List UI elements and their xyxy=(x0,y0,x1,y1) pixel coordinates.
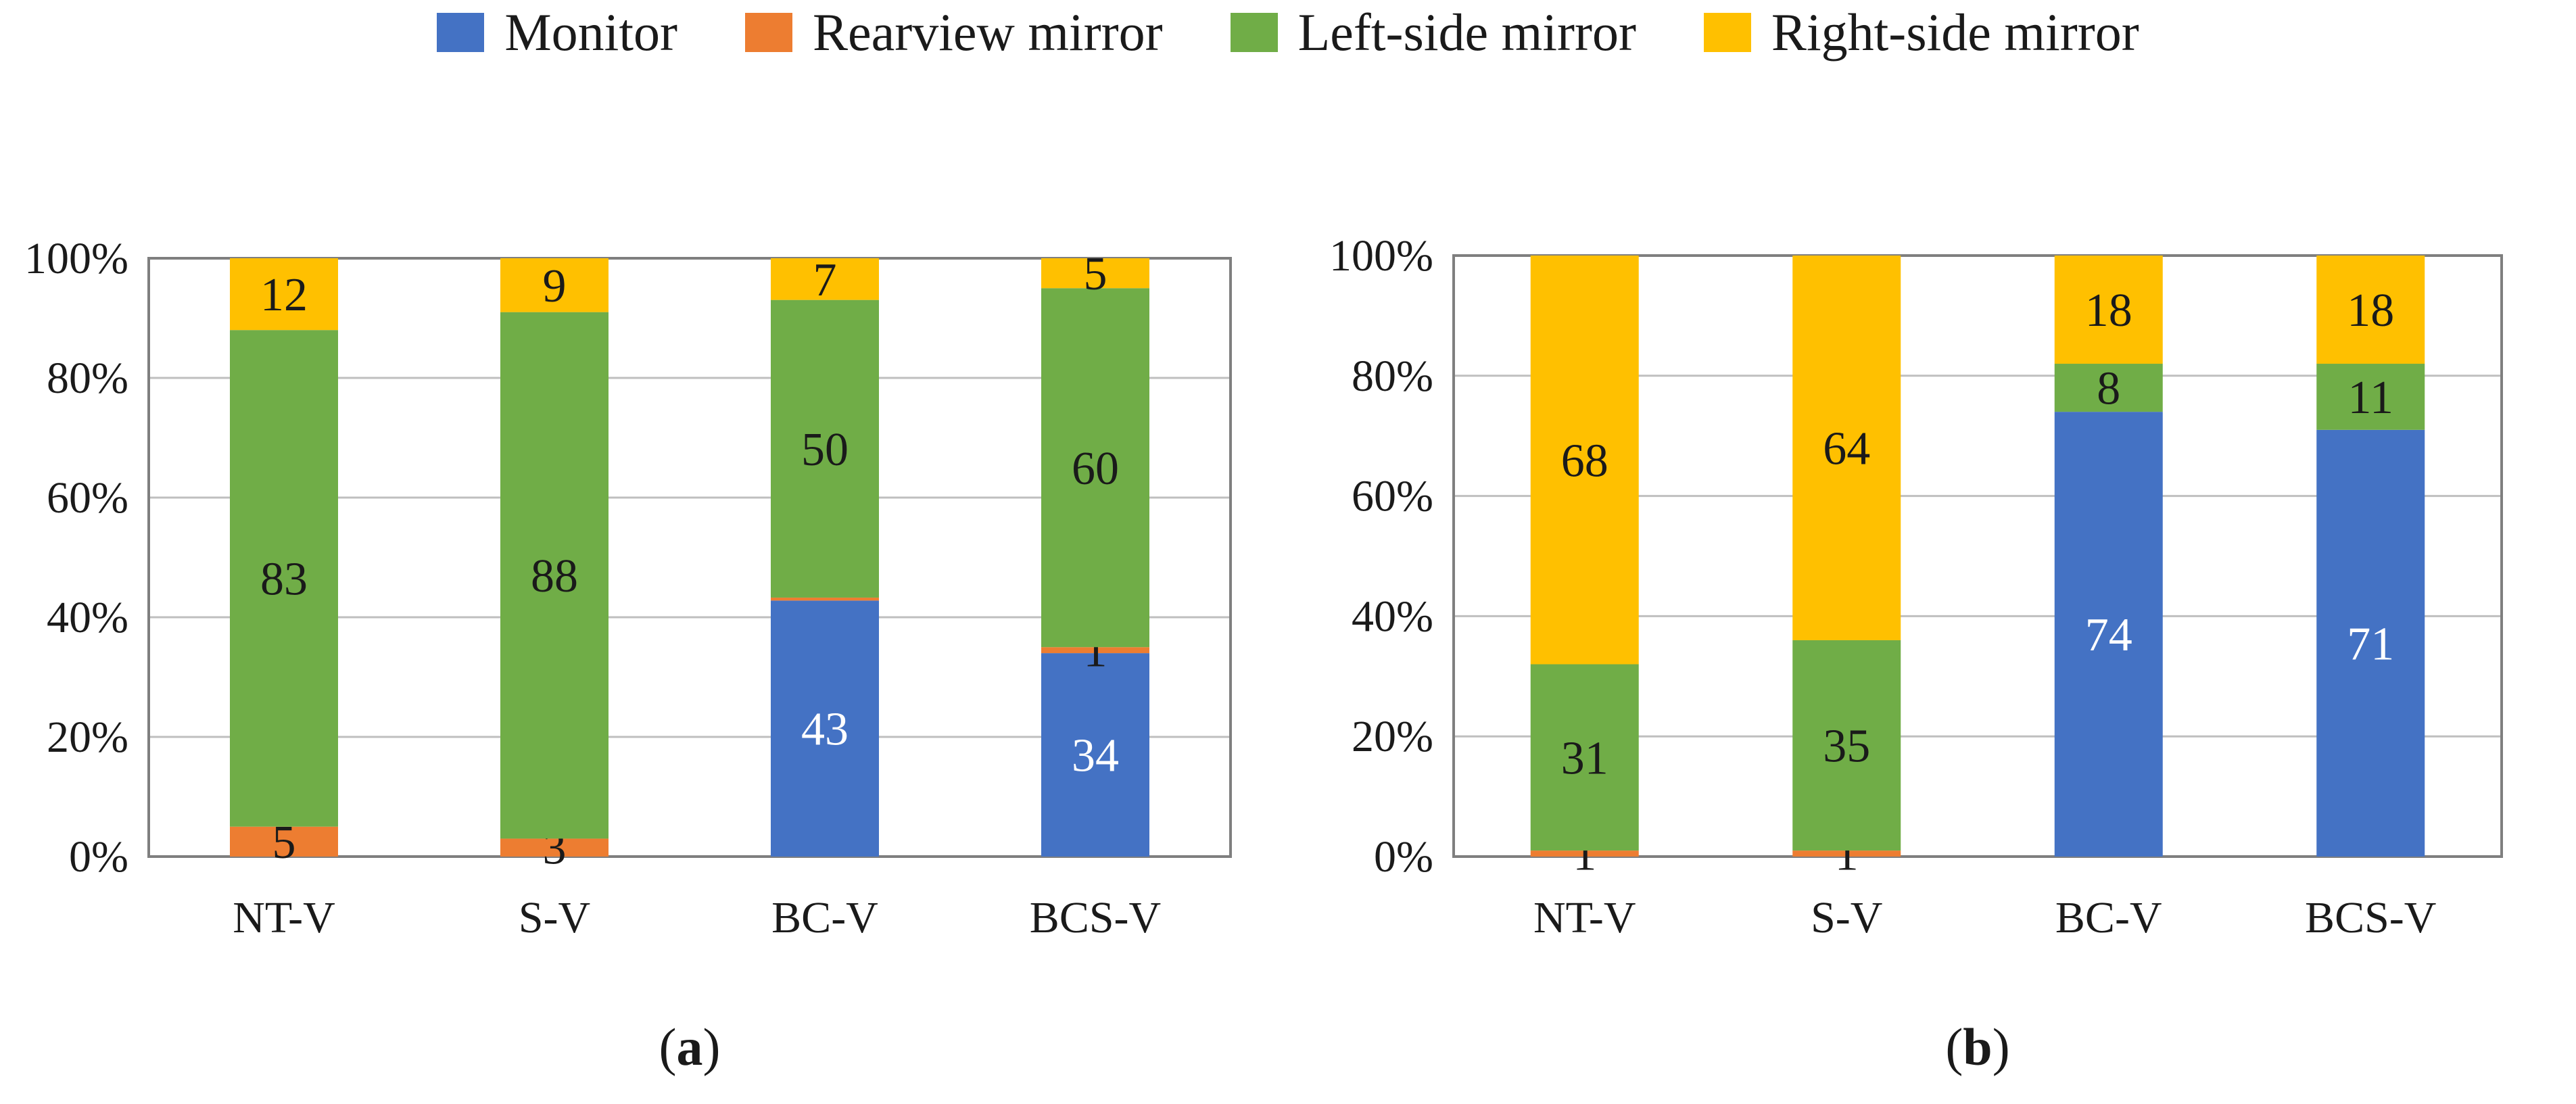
y-tick-label-a-4: 80% xyxy=(47,354,128,403)
data-label-a-bcs-v-monitor: 34 xyxy=(1072,730,1119,782)
data-label-a-nt-v-right-side-mirror: 12 xyxy=(260,269,308,321)
bar-b-bcs-v-left-side-mirror xyxy=(2316,364,2425,430)
plot-area-border-a xyxy=(147,257,1232,858)
data-label-b-bcs-v-monitor: 71 xyxy=(2347,618,2394,670)
y-tick-label-a-0: 0% xyxy=(69,832,128,882)
panel-label-b: (b) xyxy=(1945,1017,2009,1076)
data-label-b-s-v-left-side-mirror: 35 xyxy=(1823,721,1870,773)
bar-b-s-v-rearview-mirror xyxy=(1792,850,1901,857)
bar-a-bc-v-right-side-mirror xyxy=(771,258,879,300)
data-label-b-nt-v-right-side-mirror: 68 xyxy=(1561,435,1608,487)
legend-item-monitor: Monitor xyxy=(437,2,677,62)
bar-a-nt-v-left-side-mirror xyxy=(230,330,338,827)
bar-a-bcs-v-monitor xyxy=(1041,653,1149,857)
y-tick-label-b-1: 20% xyxy=(1352,712,1433,761)
x-tick-label-a-bcs-v: BCS-V xyxy=(1030,893,1161,942)
y-tick-label-a-2: 40% xyxy=(47,593,128,642)
legend-item-rearview-mirror: Rearview mirror xyxy=(744,2,1163,62)
data-label-a-s-v-left-side-mirror: 88 xyxy=(531,550,578,602)
x-tick-label-b-s-v: S-V xyxy=(1811,893,1882,942)
bar-b-s-v-right-side-mirror xyxy=(1792,256,1901,640)
legend-swatch-left-side-mirror xyxy=(1230,12,1278,52)
bar-b-nt-v-right-side-mirror xyxy=(1530,256,1639,665)
bar-a-bc-v-monitor xyxy=(771,600,879,857)
data-label-a-bcs-v-left-side-mirror: 60 xyxy=(1072,443,1119,495)
bar-b-nt-v-rearview-mirror xyxy=(1530,850,1639,857)
y-tick-label-b-2: 40% xyxy=(1352,592,1433,641)
y-tick-label-b-4: 80% xyxy=(1352,352,1433,401)
bar-b-bcs-v-right-side-mirror xyxy=(2316,256,2425,364)
bar-b-nt-v-left-side-mirror xyxy=(1530,664,1639,851)
legend-label-monitor: Monitor xyxy=(504,2,677,62)
bar-a-nt-v-rearview-mirror xyxy=(230,826,338,857)
bar-a-bc-v-rearview-mirror xyxy=(771,597,879,601)
legend-item-left-side-mirror: Left-side mirror xyxy=(1230,2,1636,62)
bar-a-bcs-v-left-side-mirror xyxy=(1041,288,1149,648)
legend-label-right-side-mirror: Right-side mirror xyxy=(1771,2,2139,62)
bar-a-s-v-rearview-mirror xyxy=(500,838,609,857)
legend-label-rearview-mirror: Rearview mirror xyxy=(812,2,1163,62)
data-label-a-bc-v-left-side-mirror: 50 xyxy=(801,424,849,476)
bar-b-bc-v-monitor xyxy=(2054,412,2163,857)
data-label-a-bcs-v-right-side-mirror: 5 xyxy=(1084,248,1107,300)
data-label-b-nt-v-left-side-mirror: 31 xyxy=(1561,732,1608,784)
bar-b-bc-v-left-side-mirror xyxy=(2054,364,2163,412)
panel-label-a: (a) xyxy=(659,1017,721,1076)
data-label-a-s-v-right-side-mirror: 9 xyxy=(543,260,567,312)
y-tick-label-b-0: 0% xyxy=(1374,832,1433,882)
x-tick-label-a-bc-v: BC-V xyxy=(771,893,878,942)
bar-a-s-v-left-side-mirror xyxy=(500,312,609,839)
y-tick-label-b-3: 60% xyxy=(1352,472,1433,521)
bar-a-nt-v-right-side-mirror xyxy=(230,258,338,331)
chart-b: 0%20%40%60%80%100%13168NT-V13564S-V74818… xyxy=(1329,231,2503,1076)
bar-b-bcs-v-monitor xyxy=(2316,429,2425,857)
data-label-b-bcs-v-left-side-mirror: 11 xyxy=(2348,372,2393,424)
chart-legend: Monitor Rearview mirror Left-side mirror… xyxy=(0,0,2576,64)
data-label-b-bcs-v-right-side-mirror: 18 xyxy=(2347,285,2394,337)
bar-a-bc-v-left-side-mirror xyxy=(771,299,879,598)
legend-swatch-right-side-mirror xyxy=(1703,12,1751,52)
y-tick-label-a-5: 100% xyxy=(24,234,128,283)
x-tick-label-a-s-v: S-V xyxy=(519,893,590,942)
bar-b-bc-v-right-side-mirror xyxy=(2054,256,2163,364)
data-label-a-bc-v-right-side-mirror: 7 xyxy=(813,254,837,306)
y-tick-label-b-5: 100% xyxy=(1329,231,1433,281)
y-tick-label-a-1: 20% xyxy=(47,713,128,762)
legend-swatch-monitor xyxy=(437,12,485,52)
legend-item-right-side-mirror: Right-side mirror xyxy=(1703,2,2139,62)
x-tick-label-b-nt-v: NT-V xyxy=(1533,893,1636,942)
data-label-b-s-v-right-side-mirror: 64 xyxy=(1823,423,1870,475)
data-label-b-bc-v-monitor: 74 xyxy=(2085,609,2132,661)
data-label-b-bc-v-right-side-mirror: 18 xyxy=(2085,285,2132,337)
x-tick-label-b-bcs-v: BCS-V xyxy=(2305,893,2436,942)
legend-swatch-rearview-mirror xyxy=(744,12,792,52)
y-tick-label-a-3: 60% xyxy=(47,473,128,523)
legend-label-left-side-mirror: Left-side mirror xyxy=(1297,2,1636,62)
data-label-b-bc-v-left-side-mirror: 8 xyxy=(2097,363,2120,415)
data-label-a-nt-v-left-side-mirror: 83 xyxy=(260,553,308,605)
bar-a-bcs-v-right-side-mirror xyxy=(1041,258,1149,289)
chart-a: 0%20%40%60%80%100%58312NT-V3889S-V43507B… xyxy=(24,234,1232,1076)
x-tick-label-b-bc-v: BC-V xyxy=(2055,893,2162,942)
bar-a-s-v-right-side-mirror xyxy=(500,258,609,312)
bar-b-s-v-left-side-mirror xyxy=(1792,640,1901,851)
data-label-a-bc-v-monitor: 43 xyxy=(801,704,849,756)
bar-a-bcs-v-rearview-mirror xyxy=(1041,647,1149,654)
x-tick-label-a-nt-v: NT-V xyxy=(233,893,335,942)
plot-area-border-b xyxy=(1452,254,2503,858)
